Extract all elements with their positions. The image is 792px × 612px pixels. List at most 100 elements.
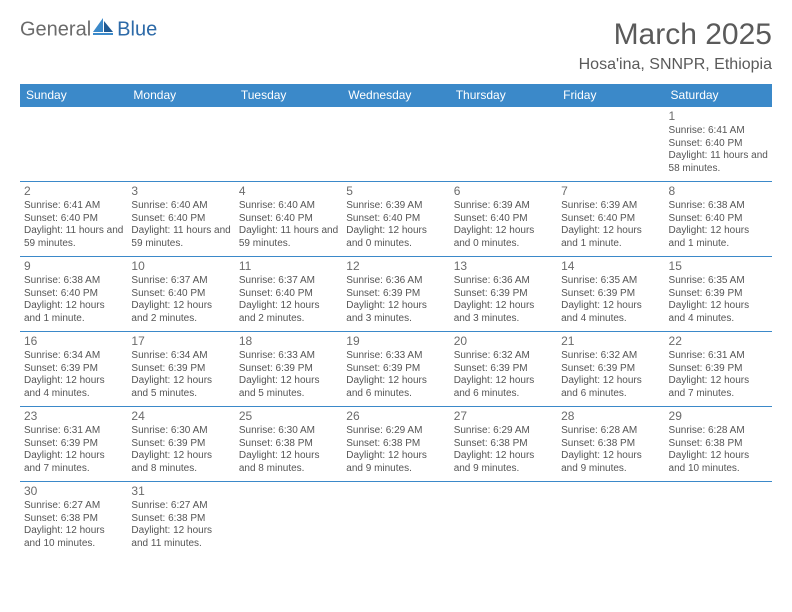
calendar-cell: 14Sunrise: 6:35 AMSunset: 6:39 PMDayligh… bbox=[557, 257, 664, 332]
calendar-cell: 15Sunrise: 6:35 AMSunset: 6:39 PMDayligh… bbox=[665, 257, 772, 332]
daylight-line: Daylight: 12 hours and 1 minute. bbox=[669, 225, 768, 250]
calendar-row: 23Sunrise: 6:31 AMSunset: 6:39 PM Dayligh… bbox=[20, 407, 772, 482]
day-number: 26 bbox=[346, 409, 445, 424]
sunset-line: Sunset: 6:39 PM bbox=[239, 363, 338, 376]
calendar-cell: 25Sunrise: 6:30 AMSunset: 6:38 PMDayligh… bbox=[235, 407, 342, 482]
sunrise-line: Sunrise: 6:30 AM bbox=[131, 425, 230, 438]
calendar-cell: 8Sunrise: 6:38 AMSunset: 6:40 PMDaylight… bbox=[665, 182, 772, 257]
sunrise-line: Sunrise: 6:35 AM bbox=[561, 275, 660, 288]
day-number: 28 bbox=[561, 409, 660, 424]
sunset-line: Sunset: 6:40 PM bbox=[24, 213, 123, 226]
day-number: 12 bbox=[346, 259, 445, 274]
sunset-line: Sunset: 6:39 PM bbox=[561, 288, 660, 301]
day-number: 24 bbox=[131, 409, 230, 424]
sunrise-line: Sunrise: 6:36 AM bbox=[454, 275, 553, 288]
sunrise-line: Sunrise: 6:28 AM bbox=[561, 425, 660, 438]
sunset-line: Sunset: 6:38 PM bbox=[561, 438, 660, 451]
day-number: 10 bbox=[131, 259, 230, 274]
calendar-cell: 26Sunrise: 6:29 AMSunset: 6:38 PMDayligh… bbox=[342, 407, 449, 482]
daylight-line: Daylight: 12 hours and 4 minutes. bbox=[24, 375, 123, 400]
calendar-cell: 5Sunrise: 6:39 AMSunset: 6:40 PMDaylight… bbox=[342, 182, 449, 257]
calendar-cell bbox=[235, 107, 342, 182]
daylight-line: Daylight: 12 hours and 8 minutes. bbox=[131, 450, 230, 475]
sunrise-line: Sunrise: 6:39 AM bbox=[346, 200, 445, 213]
month-title: March 2025 bbox=[579, 18, 772, 52]
daylight-line: Daylight: 11 hours and 58 minutes. bbox=[669, 150, 768, 175]
sunset-line: Sunset: 6:39 PM bbox=[24, 363, 123, 376]
sunset-line: Sunset: 6:40 PM bbox=[131, 288, 230, 301]
calendar-cell: 18Sunrise: 6:33 AMSunset: 6:39 PMDayligh… bbox=[235, 332, 342, 407]
daylight-line: Daylight: 12 hours and 9 minutes. bbox=[454, 450, 553, 475]
calendar-cell: 30Sunrise: 6:27 AMSunset: 6:38 PMDayligh… bbox=[20, 482, 127, 557]
day-number: 14 bbox=[561, 259, 660, 274]
sunset-line: Sunset: 6:40 PM bbox=[669, 213, 768, 226]
sunset-line: Sunset: 6:39 PM bbox=[454, 288, 553, 301]
calendar-row: 2Sunrise: 6:41 AMSunset: 6:40 PMDaylight… bbox=[20, 182, 772, 257]
calendar-cell: 1Sunrise: 6:41 AMSunset: 6:40 PMDaylight… bbox=[665, 107, 772, 182]
calendar-cell bbox=[20, 107, 127, 182]
calendar-cell: 21Sunrise: 6:32 AMSunset: 6:39 PMDayligh… bbox=[557, 332, 664, 407]
sunset-line: Sunset: 6:38 PM bbox=[24, 513, 123, 526]
sunrise-line: Sunrise: 6:38 AM bbox=[24, 275, 123, 288]
day-header: Wednesday bbox=[342, 84, 449, 107]
sail-icon bbox=[93, 18, 115, 42]
day-header: Tuesday bbox=[235, 84, 342, 107]
daylight-line: Daylight: 12 hours and 2 minutes. bbox=[239, 300, 338, 325]
sunrise-line: Sunrise: 6:39 AM bbox=[561, 200, 660, 213]
calendar-cell: 24Sunrise: 6:30 AMSunset: 6:39 PMDayligh… bbox=[127, 407, 234, 482]
calendar-cell: 3Sunrise: 6:40 AMSunset: 6:40 PMDaylight… bbox=[127, 182, 234, 257]
daylight-line: Daylight: 11 hours and 59 minutes. bbox=[24, 225, 123, 250]
calendar-cell bbox=[342, 107, 449, 182]
calendar-cell: 11Sunrise: 6:37 AMSunset: 6:40 PMDayligh… bbox=[235, 257, 342, 332]
calendar-cell bbox=[557, 482, 664, 557]
calendar-cell: 10Sunrise: 6:37 AMSunset: 6:40 PMDayligh… bbox=[127, 257, 234, 332]
sunset-line: Sunset: 6:39 PM bbox=[561, 363, 660, 376]
calendar-cell: 9Sunrise: 6:38 AMSunset: 6:40 PMDaylight… bbox=[20, 257, 127, 332]
daylight-line: Daylight: 12 hours and 5 minutes. bbox=[131, 375, 230, 400]
sunset-line: Sunset: 6:38 PM bbox=[239, 438, 338, 451]
title-block: March 2025 Hosa'ina, SNNPR, Ethiopia bbox=[579, 18, 772, 74]
calendar-cell bbox=[450, 107, 557, 182]
daylight-line: Daylight: 12 hours and 11 minutes. bbox=[131, 525, 230, 550]
calendar-cell bbox=[450, 482, 557, 557]
sunrise-line: Sunrise: 6:31 AM bbox=[24, 425, 123, 438]
daylight-line: Daylight: 12 hours and 5 minutes. bbox=[239, 375, 338, 400]
day-number: 8 bbox=[669, 184, 768, 199]
calendar-body: 1Sunrise: 6:41 AMSunset: 6:40 PMDaylight… bbox=[20, 107, 772, 557]
calendar-cell bbox=[665, 482, 772, 557]
sunrise-line: Sunrise: 6:39 AM bbox=[454, 200, 553, 213]
day-number: 15 bbox=[669, 259, 768, 274]
calendar-table: SundayMondayTuesdayWednesdayThursdayFrid… bbox=[20, 84, 772, 556]
daylight-line: Daylight: 12 hours and 6 minutes. bbox=[454, 375, 553, 400]
calendar-cell: 28Sunrise: 6:28 AMSunset: 6:38 PMDayligh… bbox=[557, 407, 664, 482]
calendar-row: 9Sunrise: 6:38 AMSunset: 6:40 PMDaylight… bbox=[20, 257, 772, 332]
day-number: 29 bbox=[669, 409, 768, 424]
day-header: Friday bbox=[557, 84, 664, 107]
sunrise-line: Sunrise: 6:28 AM bbox=[669, 425, 768, 438]
calendar-cell: 16Sunrise: 6:34 AMSunset: 6:39 PMDayligh… bbox=[20, 332, 127, 407]
day-header: Saturday bbox=[665, 84, 772, 107]
daylight-line: Daylight: 12 hours and 8 minutes. bbox=[239, 450, 338, 475]
day-number: 5 bbox=[346, 184, 445, 199]
daylight-line: Daylight: 12 hours and 4 minutes. bbox=[561, 300, 660, 325]
day-number: 23 bbox=[24, 409, 123, 424]
daylight-line: Daylight: 11 hours and 59 minutes. bbox=[131, 225, 230, 250]
daylight-line: Daylight: 12 hours and 1 minute. bbox=[24, 300, 123, 325]
day-number: 31 bbox=[131, 484, 230, 499]
calendar-cell: 29Sunrise: 6:28 AMSunset: 6:38 PMDayligh… bbox=[665, 407, 772, 482]
sunset-line: Sunset: 6:39 PM bbox=[131, 363, 230, 376]
sunset-line: Sunset: 6:39 PM bbox=[669, 363, 768, 376]
daylight-line: Daylight: 12 hours and 0 minutes. bbox=[454, 225, 553, 250]
daylight-line: Daylight: 12 hours and 10 minutes. bbox=[24, 525, 123, 550]
sunset-line: Sunset: 6:39 PM bbox=[24, 438, 123, 451]
sunrise-line: Sunrise: 6:32 AM bbox=[454, 350, 553, 363]
daylight-line: Daylight: 12 hours and 2 minutes. bbox=[131, 300, 230, 325]
calendar-cell bbox=[235, 482, 342, 557]
day-number: 16 bbox=[24, 334, 123, 349]
calendar-cell: 2Sunrise: 6:41 AMSunset: 6:40 PMDaylight… bbox=[20, 182, 127, 257]
day-number: 13 bbox=[454, 259, 553, 274]
calendar-cell bbox=[342, 482, 449, 557]
logo: GeneralBlue bbox=[20, 18, 157, 42]
sunrise-line: Sunrise: 6:29 AM bbox=[454, 425, 553, 438]
calendar-cell: 12Sunrise: 6:36 AMSunset: 6:39 PMDayligh… bbox=[342, 257, 449, 332]
